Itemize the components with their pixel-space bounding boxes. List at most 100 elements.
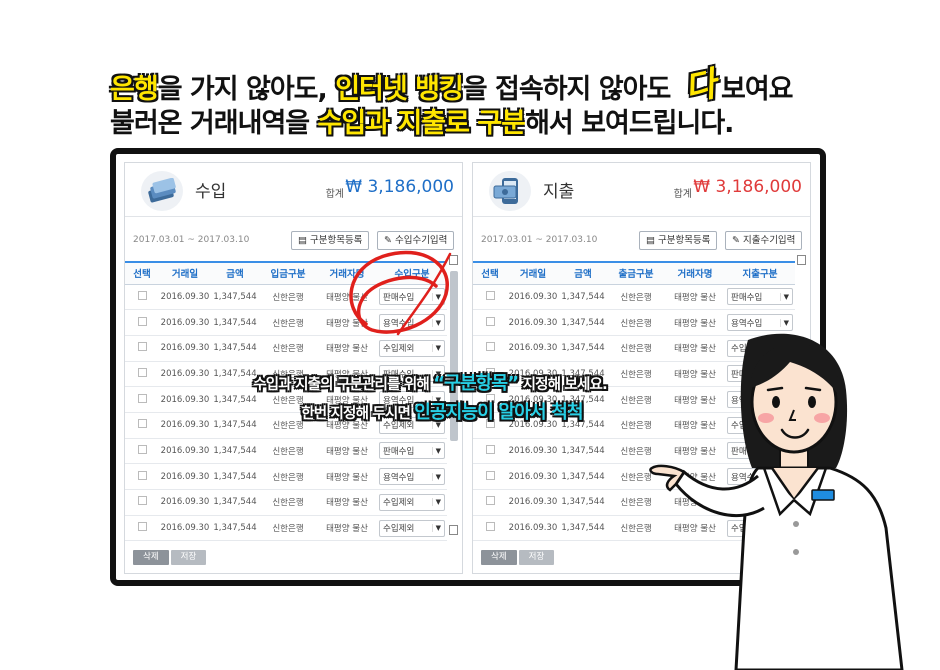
col-header[interactable]: 거래일: [507, 261, 559, 285]
delete-button[interactable]: 삭제: [133, 550, 169, 565]
chevron-down-icon[interactable]: ▼: [779, 318, 789, 327]
checkbox-box[interactable]: [137, 342, 147, 352]
income-scrollbar[interactable]: [448, 255, 460, 543]
chevron-down-icon[interactable]: ▼: [431, 446, 441, 455]
col-header[interactable]: 금액: [559, 261, 607, 285]
checkbox-box[interactable]: [137, 522, 147, 532]
expense-manual-button[interactable]: ✎ 지출수기입력: [725, 231, 803, 250]
row-checkbox[interactable]: [125, 361, 159, 388]
chevron-down-icon[interactable]: ▼: [431, 318, 441, 327]
row-checkbox[interactable]: [473, 386, 507, 413]
chevron-down-icon[interactable]: ▼: [431, 344, 441, 353]
row-checkbox[interactable]: [125, 412, 159, 439]
row-checkbox[interactable]: [125, 309, 159, 336]
chevron-down-icon[interactable]: ▼: [779, 292, 789, 301]
category-select[interactable]: 수입제외 ▼: [379, 519, 445, 537]
chevron-down-icon[interactable]: ▼: [431, 369, 441, 378]
checkbox-box[interactable]: [485, 419, 495, 429]
checkbox-box[interactable]: [485, 393, 495, 403]
scroll-thumb[interactable]: [450, 271, 458, 441]
col-header[interactable]: 거래자명: [665, 261, 725, 285]
checkbox-box[interactable]: [137, 444, 147, 454]
row-checkbox[interactable]: [473, 309, 507, 336]
row-checkbox[interactable]: [473, 361, 507, 388]
checkbox-box[interactable]: [485, 444, 495, 454]
checkbox-box[interactable]: [485, 290, 495, 300]
checkbox-box[interactable]: [485, 470, 495, 480]
checkbox-box[interactable]: [137, 419, 147, 429]
row-checkbox[interactable]: [473, 463, 507, 490]
row-counterparty: 태평양 물산: [665, 386, 725, 413]
row-checkbox[interactable]: [125, 335, 159, 362]
category-select[interactable]: 용역수입 ▼: [379, 468, 445, 486]
checkbox-box[interactable]: [137, 316, 147, 326]
row-checkbox[interactable]: [473, 438, 507, 465]
row-checkbox[interactable]: [473, 335, 507, 362]
category-select[interactable]: 용역수입 ▼: [379, 391, 445, 409]
category-select-value: 용역수입: [731, 318, 763, 329]
category-select[interactable]: 수입제외 ▼: [379, 339, 445, 357]
row-checkbox[interactable]: [125, 489, 159, 516]
category-select[interactable]: 수입제외 ▼: [379, 416, 445, 434]
category-select-value: 용역수입: [383, 472, 415, 483]
checkbox-box[interactable]: [137, 290, 147, 300]
chevron-down-icon[interactable]: ▼: [431, 395, 441, 404]
income-category-button[interactable]: ▤ 구분항목등록: [291, 231, 370, 250]
row-checkbox[interactable]: [473, 284, 507, 311]
category-select[interactable]: 수입제외 ▼: [379, 493, 445, 511]
row-bank: 신한은행: [607, 335, 665, 362]
income-manual-button[interactable]: ✎ 수입수기입력: [377, 231, 455, 250]
checkbox-box[interactable]: [137, 496, 147, 506]
checkbox-box[interactable]: [485, 342, 495, 352]
category-select[interactable]: 판매수입 ▼: [379, 442, 445, 460]
checkbox-box[interactable]: [137, 367, 147, 377]
category-select[interactable]: 판매수입 ▼: [727, 288, 793, 306]
scroll-up-icon[interactable]: [449, 255, 458, 265]
scroll-down-icon[interactable]: [449, 525, 458, 535]
row-checkbox[interactable]: [473, 489, 507, 516]
save-button[interactable]: 저장: [518, 550, 555, 565]
col-header[interactable]: 입금구분: [259, 261, 317, 285]
checkbox-box[interactable]: [485, 367, 495, 377]
row-checkbox[interactable]: [125, 284, 159, 311]
checkbox-box[interactable]: [485, 316, 495, 326]
chevron-down-icon[interactable]: ▼: [431, 292, 441, 301]
chevron-down-icon[interactable]: ▼: [431, 498, 441, 507]
save-button[interactable]: 저장: [170, 550, 207, 565]
row-checkbox[interactable]: [125, 463, 159, 490]
row-checkbox[interactable]: [473, 412, 507, 439]
category-select[interactable]: 용역수입 ▼: [727, 314, 793, 332]
col-header[interactable]: 출금구분: [607, 261, 665, 285]
col-header[interactable]: 금액: [211, 261, 259, 285]
expense-category-button[interactable]: ▤ 구분항목등록: [639, 231, 718, 250]
row-checkbox[interactable]: [125, 515, 159, 542]
scroll-up-icon[interactable]: [797, 255, 806, 265]
chevron-down-icon[interactable]: ▼: [431, 524, 441, 533]
chevron-down-icon[interactable]: ▼: [431, 472, 441, 481]
col-header[interactable]: 거래일: [159, 261, 211, 285]
checkbox-box[interactable]: [137, 393, 147, 403]
category-select[interactable]: 판매수입 ▼: [379, 365, 445, 383]
row-checkbox[interactable]: [473, 515, 507, 542]
checkbox-box[interactable]: [137, 470, 147, 480]
checkbox-box[interactable]: [485, 496, 495, 506]
expense-scrollbar[interactable]: [796, 255, 808, 543]
row-checkbox[interactable]: [125, 438, 159, 465]
row-checkbox[interactable]: [125, 386, 159, 413]
delete-button[interactable]: 삭제: [481, 550, 517, 565]
checkbox-box[interactable]: [485, 522, 495, 532]
col-header[interactable]: 지출구분: [725, 261, 795, 285]
chevron-down-icon[interactable]: ▼: [431, 421, 441, 430]
